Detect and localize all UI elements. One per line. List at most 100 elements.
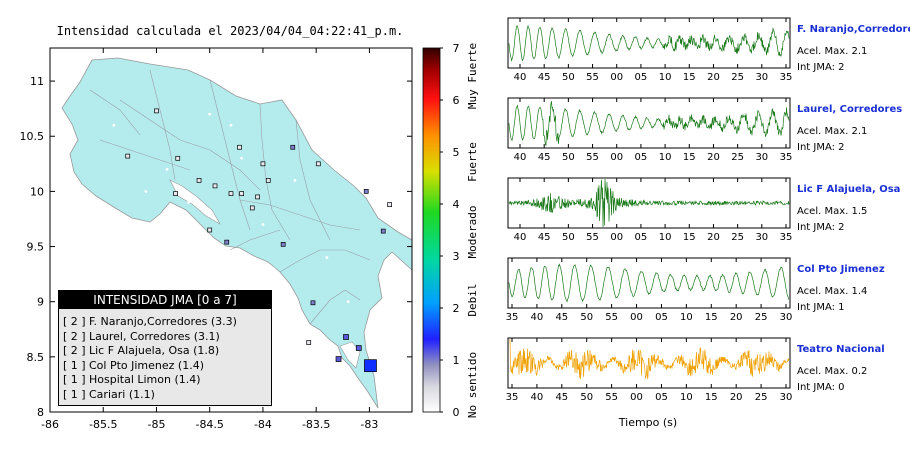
time-tick-label: 00 [630, 312, 643, 323]
time-tick-label: 45 [555, 392, 568, 403]
waveform-panel: 35 40 45 50 55 00 05 10 15 20 25 30 [506, 257, 792, 323]
waveform-trace [509, 339, 790, 380]
time-tick-label: 55 [605, 392, 618, 403]
waveform-panels: 40 45 50 55 00 05 10 15 20 25 30 35 40 45 50 55 00 05 10 15… [506, 17, 793, 403]
lon-tick-label: -84 [254, 418, 272, 431]
colorbar-tick-label: 2 [453, 302, 460, 315]
station-marker [315, 161, 321, 167]
time-tick-label: 50 [580, 312, 593, 323]
colorbar [422, 47, 441, 413]
station-info: Teatro Nacional Acel. Max. 0.2 Int JMA: 0 [797, 342, 907, 396]
lat-tick-label: 8 [37, 406, 44, 419]
time-tick-label: 15 [705, 312, 718, 323]
time-tick-label: 00 [610, 232, 623, 243]
map-frame [49, 47, 413, 413]
time-tick-label: 05 [635, 232, 648, 243]
station-marker [343, 334, 349, 340]
waveform-trace [508, 178, 790, 228]
station-marker [310, 300, 316, 306]
station-marker [125, 153, 131, 159]
station-name: F. Naranjo,Corredores [797, 24, 910, 35]
time-tick-label: 00 [610, 152, 623, 163]
station-marker [212, 183, 218, 189]
station-marker [207, 227, 213, 233]
time-tick-label: 55 [586, 232, 599, 243]
lat-tick-label: 9.5 [27, 241, 45, 254]
time-tick-label: 50 [562, 72, 575, 83]
town-dot [261, 223, 265, 226]
station-marker [196, 178, 202, 183]
station-name: Col Pto Jimenez [797, 264, 885, 275]
time-tick-label: 25 [731, 152, 744, 163]
station-marker [260, 161, 266, 167]
colorbar-tick-label: 5 [453, 146, 460, 159]
time-tick-label: 25 [755, 312, 768, 323]
time-tick-label: 10 [659, 232, 672, 243]
time-tick-label: 55 [605, 312, 618, 323]
lon-tick-label: -83 [360, 418, 378, 431]
station-int-jma: Int JMA: 2 [797, 142, 845, 153]
colorbar-category-label: No sentido [466, 352, 479, 418]
legend-item-text: Cariari (1.1) [89, 387, 155, 401]
time-tick-label: 35 [506, 392, 519, 403]
lat-tick-label: 10.5 [20, 130, 45, 143]
station-int-jma: Int JMA: 2 [797, 62, 845, 73]
province-boundaries [89, 69, 371, 325]
legend-item-level: [ 1 ] [63, 358, 86, 372]
station-int-jma: Int JMA: 2 [797, 222, 845, 233]
legend-item-level: [ 1 ] [63, 387, 86, 401]
lon-tick-label: -84.5 [195, 418, 223, 431]
time-tick-label: 05 [635, 152, 648, 163]
time-tick-label: 30 [755, 152, 768, 163]
town-dot [240, 156, 244, 160]
waveform-trace [508, 101, 790, 146]
legend-item-level: [ 1 ] [63, 373, 86, 386]
town-dot [325, 256, 329, 259]
time-tick-label: 15 [683, 152, 696, 163]
lon-tick-label: -85 [147, 418, 165, 431]
colorbar-category-label: Moderado [466, 206, 479, 259]
colorbar-labels: No sentido Debil Moderado Fuerte Muy Fuerte [466, 43, 479, 418]
legend-item-level: [ 2 ] [63, 344, 86, 357]
legend-item: [ 1 ] Cariari (1.1) [63, 388, 271, 403]
station-int-jma: Int JMA: 0 [797, 382, 845, 393]
costa-rica-land [61, 57, 412, 409]
map-axes: -86 -85.5 -85 -84.5 -84 -83.5 -83 8 8.5 9 9.5 10 10.… [20, 48, 412, 431]
station-info: Laurel, Corredores Acel. Max. 2.1 Int JMA:… [797, 102, 907, 156]
lon-tick-label: -86 [41, 418, 59, 431]
time-tick-label: 20 [730, 392, 743, 403]
lon-tick-label: -85.5 [89, 418, 117, 431]
station-marker [237, 144, 242, 150]
time-tick-label: 05 [655, 392, 668, 403]
waveform-panel: 40 45 50 55 00 05 10 15 20 25 30 35 [507, 97, 792, 163]
time-tick-label: 30 [755, 232, 768, 243]
town-dot [346, 300, 350, 304]
station-marker [239, 191, 244, 196]
time-tick-label: 20 [730, 312, 743, 323]
station-marker [255, 194, 260, 200]
time-tick-label: 35 [780, 72, 793, 83]
map-stations [112, 108, 392, 373]
legend-item-text: Lic F Alajuela, Osa (1.8) [89, 344, 220, 357]
town-dot [112, 123, 116, 127]
time-tick-label: 15 [683, 232, 696, 243]
legend-item-text: F. Naranjo,Corredores (3.3) [89, 315, 237, 328]
lat-tick-label: 11 [30, 75, 44, 88]
legend-item-text: Col Pto Jimenez (1.4) [89, 358, 205, 372]
time-tick-label: 20 [707, 152, 720, 163]
time-tick-label: 45 [555, 312, 568, 323]
station-marker [355, 345, 362, 351]
legend-item: [ 1 ] Hospital Limon (1.4) [63, 373, 271, 388]
legend-item-text: Laurel, Corredores (3.1) [89, 329, 220, 343]
colorbar-tick-label: 7 [453, 42, 460, 55]
time-tick-label: 15 [705, 392, 718, 403]
time-tick-label: 40 [514, 72, 527, 83]
lon-tick-label: -83.5 [302, 418, 330, 431]
station-name: Teatro Nacional [797, 344, 885, 355]
station-marker [224, 239, 230, 245]
time-tick-label: 10 [680, 392, 693, 403]
station-marker [290, 144, 296, 150]
time-tick-label: 15 [683, 72, 696, 83]
colorbar-category-label: Muy Fuerte [466, 43, 479, 109]
